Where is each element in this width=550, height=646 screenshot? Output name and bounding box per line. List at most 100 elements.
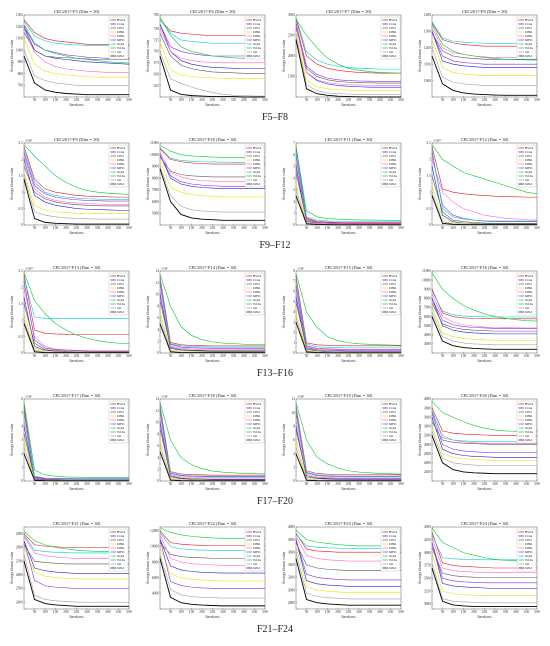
x-tick-label: 250 [210,354,216,358]
y-tick-label: 1100 [424,62,431,66]
y-tick-label: 3250 [424,589,431,593]
legend-entry: AOA [253,42,261,46]
series-line-bwo [295,145,401,223]
legend-entry: SO [525,434,530,438]
legend-entry: DBO [389,286,397,290]
series-line-cpo [431,32,537,60]
legend-entry: DHO [253,162,261,166]
x-tick-label: 100 [178,226,184,230]
legend-entry: CPO [117,410,124,414]
chart-title: CEC2017-F23 (Dim = 30) [325,521,373,526]
series-line-mso [159,168,265,221]
chart-panel-15: CEC2017-F19 (Dim = 30) ×10⁸ 0 2 4 6 8 10 12 50 100… [282,393,404,491]
series-line-mfo [23,152,129,202]
chart-title: CEC2017-F8 (Dim = 30) [462,9,508,14]
y-tick-label: 3600 [288,550,295,554]
y-tick-label: 4 [157,456,159,460]
y-tick-label: 700 [18,83,24,87]
y-exponent-label: ×10⁷ [161,395,169,399]
x-tick-label: 300 [84,354,90,358]
x-tick-label: 450 [116,98,122,102]
x-axis-label: Iterations [205,359,220,363]
y-tick-label: 6 [293,290,295,294]
legend-entry: MFO [525,550,533,554]
x-tick-label: 150 [325,98,331,102]
legend-entry: MFO [389,38,397,42]
series-line-woa [23,272,130,345]
x-tick-label: 250 [210,610,216,614]
y-tick-label: 4000 [152,592,159,596]
x-tick-label: 100 [314,98,320,102]
legend-entry: SO [525,50,530,54]
y-axis-label: Average fitness value [10,423,14,456]
y-tick-label: 11000 [422,269,431,273]
y-tick-label: 2 [157,339,159,343]
series-line-woa [23,24,130,64]
x-tick-label: 50 [169,354,173,358]
x-tick-label: 400 [513,98,519,102]
row-label-2: F9–F12 [259,240,291,251]
x-tick-label: 200 [199,354,205,358]
x-tick-label: 450 [252,610,258,614]
x-tick-label: 200 [335,226,341,230]
x-tick-label: 350 [503,226,509,230]
y-tick-label: 2800 [16,546,23,550]
x-tick-label: 250 [74,482,80,486]
y-tick-label: 1100 [16,37,23,41]
legend-entry: MFO [389,294,397,298]
y-tick-label: 6000 [152,576,159,580]
y-tick-label: 0 [429,223,431,227]
x-tick-label: 150 [189,610,195,614]
y-tick-label: 0 [21,351,23,355]
legend-entry: WOA [117,558,126,562]
series-line-bwo [159,276,265,347]
x-tick-label: 250 [482,610,488,614]
legend-entry: SO [117,434,122,438]
x-tick-label: 450 [388,482,394,486]
x-tick-label: 500 [126,482,132,486]
legend-entry: CPO [525,538,532,542]
y-tick-label: 8000 [152,560,159,564]
series-line-mso [23,323,129,354]
legend-entry: AOA [253,554,261,558]
series-line-dbo [23,172,129,214]
y-tick-label: 2 [429,158,431,162]
legend-entry: CPO [117,26,124,30]
y-tick-label: 5 [21,411,23,415]
series-line-dho [159,288,265,350]
legend-entry: CPO [389,410,396,414]
legend-entry: WOA [525,430,534,434]
y-axis-label: Average fitness value [418,295,422,328]
chart-title: CEC2017-F22 (Dim = 30) [189,521,237,526]
x-tick-label: 50 [33,98,37,102]
series-line-woa [23,144,130,195]
x-tick-label: 400 [377,610,383,614]
series-line-dho [159,28,265,64]
legend-entry: MFO [389,422,397,426]
series-line-aoa [159,279,265,348]
legend-entry: DHO [253,418,261,422]
x-tick-label: 450 [524,98,530,102]
y-tick-label: 625 [154,84,160,88]
x-tick-label: 100 [42,98,48,102]
legend-entry: MFO [253,166,261,170]
legend [244,400,265,444]
x-axis-label: Iterations [477,615,492,619]
series-line-woa [431,272,538,322]
series-line-dho [431,293,537,329]
y-tick-label: 1 [293,341,295,345]
x-tick-label: 450 [252,98,258,102]
legend-entry: COA [117,278,125,282]
x-tick-label: 400 [377,226,383,230]
x-tick-label: 350 [95,354,101,358]
x-tick-label: 100 [42,226,48,230]
legend-entry: COA [525,150,533,154]
legend-entry: SO [389,306,394,310]
x-tick-label: 450 [388,226,394,230]
legend [380,16,401,60]
y-tick-label: 2.5 [19,269,24,273]
y-tick-label: 1.5 [19,174,24,178]
y-axis-label: Average fitness value [146,551,150,584]
x-tick-label: 200 [199,226,205,230]
y-tick-label: 800 [18,72,24,76]
